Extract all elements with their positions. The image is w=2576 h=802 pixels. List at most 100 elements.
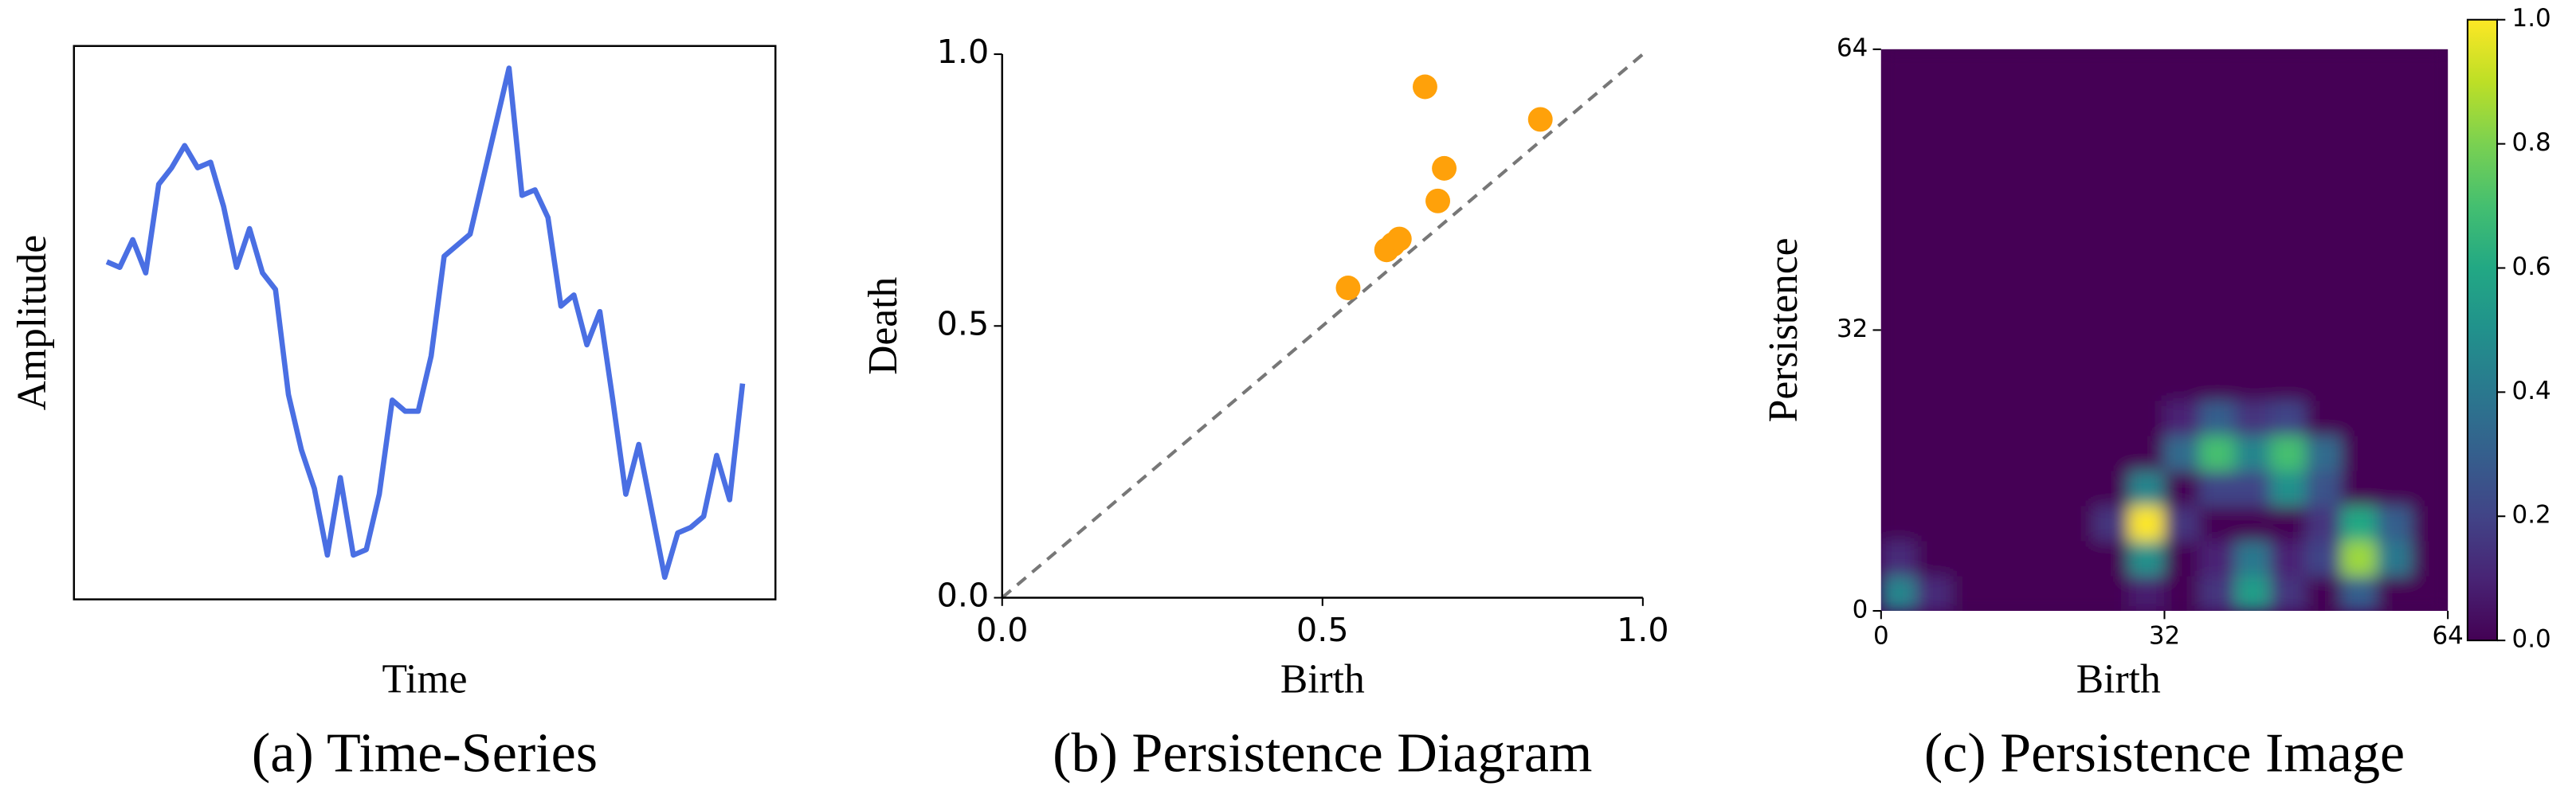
point: [1432, 155, 1457, 181]
heatmap-cell: [2270, 470, 2307, 507]
heatmap-cell: [2376, 294, 2413, 331]
heatmap-cell: [2163, 399, 2201, 436]
heatmap-cell: [2199, 540, 2237, 577]
heatmap-cell: [1986, 119, 2024, 155]
heatmap-cell: [2199, 399, 2237, 436]
heatmap-cell: [1986, 259, 2024, 295]
heatmap-cell: [2305, 540, 2343, 577]
heatmap-cell: [2234, 435, 2272, 471]
heatmap-cell: [1880, 364, 1917, 401]
heatmap-cell: [2234, 540, 2272, 577]
colorbar-tick-label: 0.6: [2512, 252, 2551, 281]
heatmap-cell: [2057, 84, 2095, 120]
heatmap-cell: [2376, 540, 2413, 577]
heatmap-cell: [2163, 294, 2201, 331]
heatmap-cell: [2092, 49, 2130, 85]
heatmap-cell: [2234, 470, 2272, 507]
heatmap-cell: [2128, 575, 2166, 612]
heatmap-cell: [1951, 154, 1988, 190]
heatmap-cell: [2128, 189, 2166, 225]
heatmap-cell: [2199, 294, 2237, 331]
heatmap-cell: [2199, 189, 2237, 225]
heatmap-cell: [2057, 119, 2095, 155]
x-tick-label: 0.5: [1296, 611, 1349, 649]
heatmap-cell: [2376, 364, 2413, 401]
heatmap-cell: [1986, 84, 2024, 120]
heatmap-cell: [2376, 435, 2413, 471]
y-axis-label: Death: [861, 277, 906, 375]
heatmap-cell: [2305, 84, 2343, 120]
heatmap-cell: [2412, 540, 2449, 577]
heatmap-cell: [2163, 84, 2201, 120]
heatmap-cell: [1880, 575, 1917, 612]
heatmap-cell: [1951, 399, 1988, 436]
plot-frame: [73, 45, 777, 601]
heatmap-cell: [1915, 435, 1953, 471]
heatmap-cell: [2128, 364, 2166, 401]
heatmap-cell: [2341, 84, 2378, 120]
heatmap-cell: [1915, 540, 1953, 577]
heatmap-cell: [1915, 224, 1953, 260]
heatmap-cell: [2022, 470, 2059, 507]
heatmap-cell: [2199, 119, 2237, 155]
heatmap-cell: [2234, 189, 2272, 225]
heatmap-cell: [1880, 540, 1917, 577]
heatmap-cell: [1915, 364, 1953, 401]
heatmap-cell: [2163, 259, 2201, 295]
colorbar-tick-label: 0.0: [2512, 625, 2551, 654]
heatmap-cell: [2057, 49, 2095, 85]
x-tick-label: 64: [2432, 621, 2463, 650]
heatmap-cell: [1986, 540, 2024, 577]
heatmap-cell: [1880, 294, 1917, 331]
heatmap-cell: [2376, 119, 2413, 155]
heatmap-cell: [2057, 189, 2095, 225]
heatmap-cell: [2057, 540, 2095, 577]
colorbar-tick-label: 1.0: [2512, 4, 2551, 33]
y-tick-label: 0.5: [937, 304, 990, 342]
heatmap-cell: [2412, 470, 2449, 507]
heatmap-cell: [2270, 119, 2307, 155]
heatmap-cell: [2376, 470, 2413, 507]
heatmap-cell: [2412, 399, 2449, 436]
heatmap-cell: [1951, 259, 1988, 295]
heatmap-cell: [2128, 49, 2166, 85]
heatmap-cell: [1951, 540, 1988, 577]
heatmap-cell: [2163, 435, 2201, 471]
heatmap-cell: [2057, 435, 2095, 471]
heatmap-cell: [1951, 470, 1988, 507]
heatmap-cell: [2412, 505, 2449, 542]
heatmap-cell: [2234, 84, 2272, 120]
heatmap-cell: [2022, 224, 2059, 260]
heatmap-cell: [2092, 435, 2130, 471]
heatmap-cell: [2341, 505, 2378, 542]
heatmap-cell: [2305, 364, 2343, 401]
heatmap-cell: [1915, 575, 1953, 612]
heatmap-cell: [2376, 49, 2413, 85]
heatmap-cell: [2057, 294, 2095, 331]
point: [1527, 107, 1553, 132]
heatmap-cell: [2128, 399, 2166, 436]
heatmap-cell: [2163, 540, 2201, 577]
heatmap-cell: [2092, 540, 2130, 577]
heatmap-cell: [2199, 435, 2237, 471]
heatmap-cell: [2412, 364, 2449, 401]
heatmap-cell: [2341, 154, 2378, 190]
heatmap-cell: [1986, 575, 2024, 612]
heatmap-cell: [2092, 119, 2130, 155]
heatmap-cell: [2163, 329, 2201, 366]
heatmap-blur: [1880, 49, 2449, 612]
heatmap-cell: [2128, 435, 2166, 471]
heatmap-cell: [2234, 399, 2272, 436]
heatmap-cell: [2199, 154, 2237, 190]
diagonal: [1001, 53, 1645, 600]
heatmap-cell: [2341, 435, 2378, 471]
heatmap-cell: [2163, 154, 2201, 190]
heatmap-cell: [2270, 540, 2307, 577]
heatmap-cell: [2341, 470, 2378, 507]
heatmap-cell: [1986, 435, 2024, 471]
heatmap-cell: [2341, 189, 2378, 225]
heatmap-cell: [2199, 49, 2237, 85]
heatmap-cell: [2341, 119, 2378, 155]
heatmap-cell: [2057, 224, 2095, 260]
